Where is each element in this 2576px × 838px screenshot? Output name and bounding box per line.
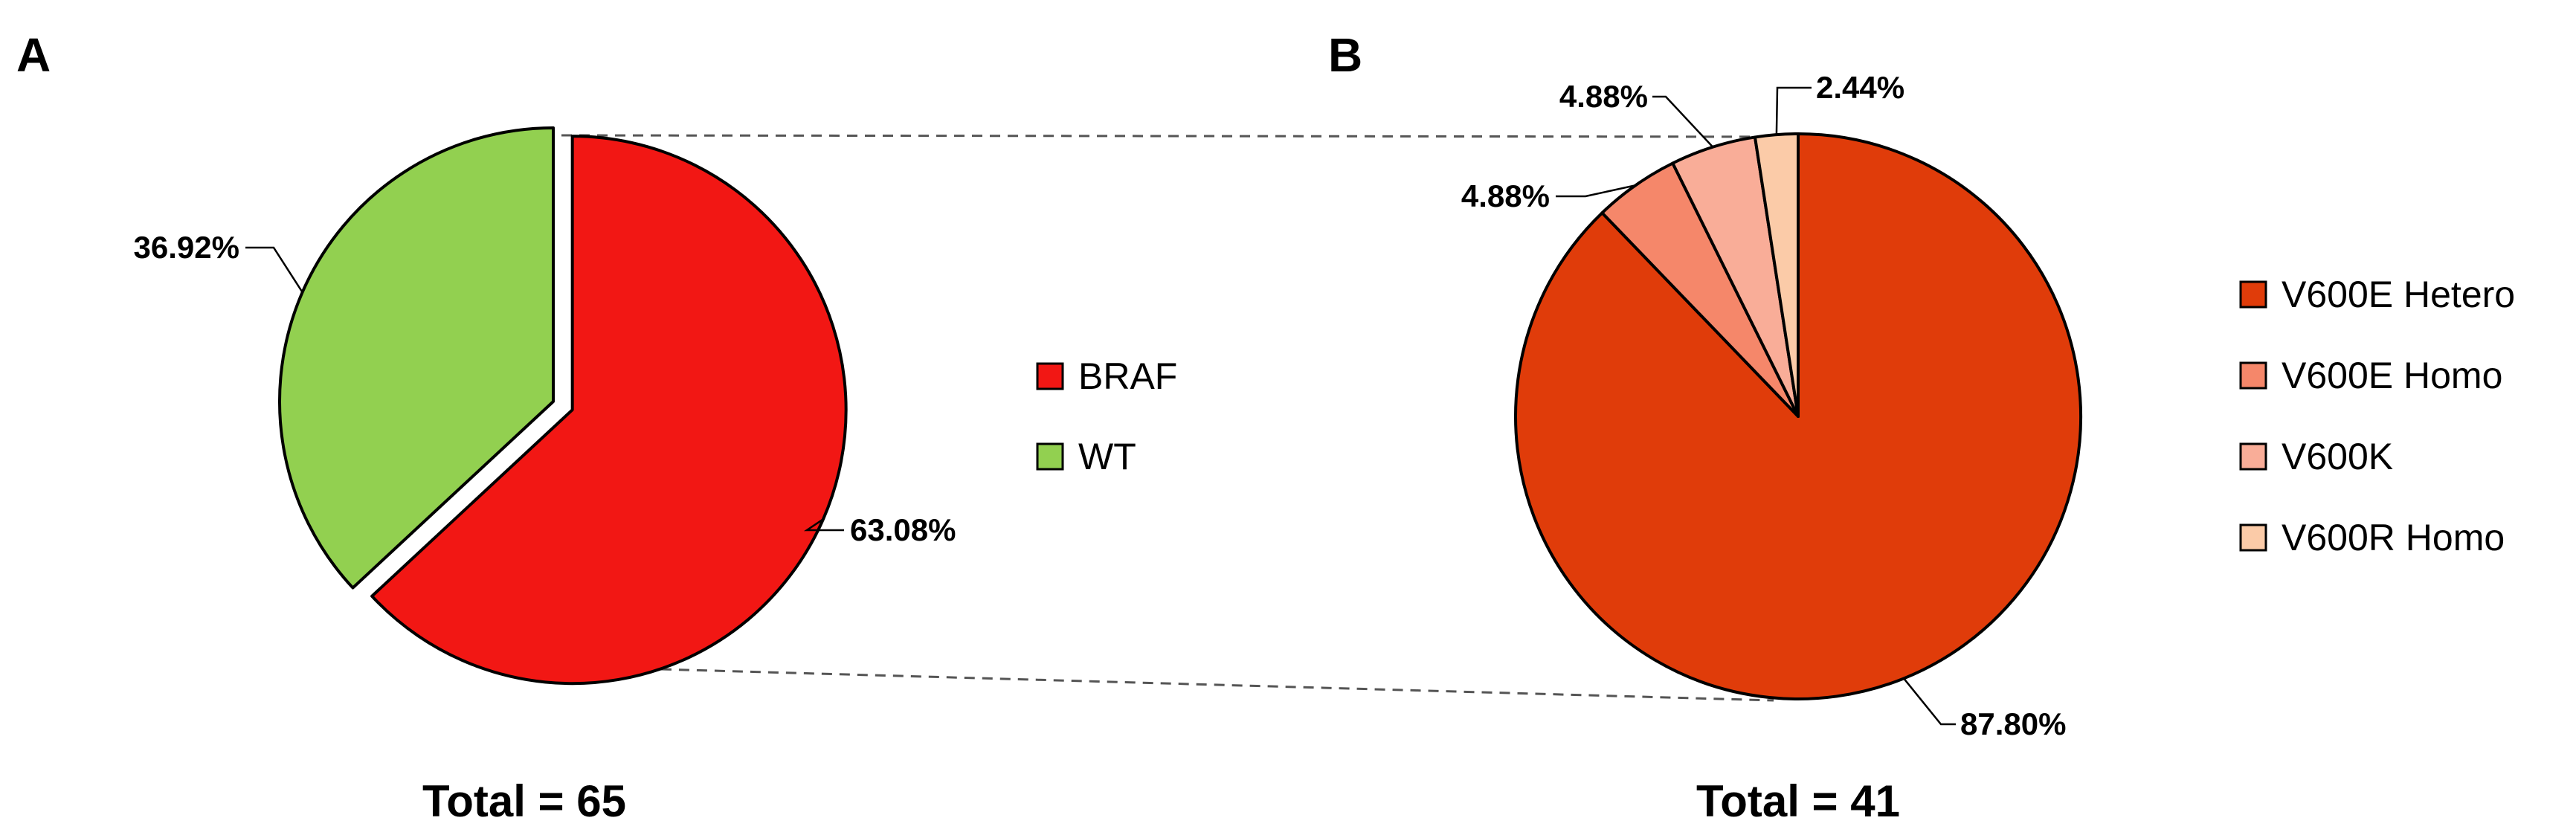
slice-label-v600r-homo: 2.44%: [1816, 70, 1904, 105]
slice-label-v600k: 4.88%: [1559, 79, 1648, 114]
legend-swatch-v600e-hetero: [2239, 280, 2267, 309]
leader-line-wt: [245, 246, 303, 293]
leader-line-v600e-homo: [1556, 184, 1636, 198]
pie-slice-braf: [370, 135, 848, 686]
legend-label-v600r-homo: V600R Homo: [2282, 517, 2505, 558]
legend-b: V600E Hetero V600E Homo V600K V600R Homo: [2239, 274, 2515, 558]
slice-label-v600e-homo: 4.88%: [1461, 178, 1550, 213]
pie-chart-b: 87.80% 4.88% 4.88% 2.44%: [1461, 70, 2082, 741]
total-label-b: Total = 41: [1696, 776, 1900, 826]
legend-label-braf: BRAF: [1078, 355, 1177, 397]
leader-line-braf: [803, 518, 844, 532]
legend-swatch-wt: [1036, 442, 1064, 471]
legend-label-wt: WT: [1078, 436, 1136, 477]
legend-label-v600e-homo: V600E Homo: [2282, 355, 2502, 396]
panel-label-b: B: [1328, 28, 1362, 82]
legend-swatch-v600r-homo: [2239, 523, 2267, 552]
legend-label-v600e-hetero: V600E Hetero: [2282, 274, 2515, 315]
slice-label-braf: 63.08%: [850, 512, 956, 547]
pie-chart-a: 63.08% 36.92%: [134, 126, 956, 686]
legend-label-v600k: V600K: [2282, 436, 2393, 477]
legend-swatch-braf: [1036, 362, 1064, 390]
leader-line-v600k: [1652, 95, 1714, 148]
legend-swatch-v600k: [2239, 442, 2267, 471]
legend-a: BRAF WT: [1036, 355, 1177, 477]
legend-swatch-v600e-homo: [2239, 361, 2267, 390]
pie-slice-wt: [278, 126, 555, 590]
connector-line-top: [561, 134, 1800, 138]
panel-label-a: A: [16, 28, 51, 82]
slice-label-v600e-hetero: 87.80%: [1960, 706, 2066, 741]
total-label-a: Total = 65: [422, 776, 626, 826]
leader-line-v600e-hetero: [1903, 677, 1956, 726]
leader-line-v600r-homo: [1775, 86, 1812, 135]
connector-line-bottom: [553, 665, 1774, 702]
slice-label-wt: 36.92%: [134, 230, 239, 265]
